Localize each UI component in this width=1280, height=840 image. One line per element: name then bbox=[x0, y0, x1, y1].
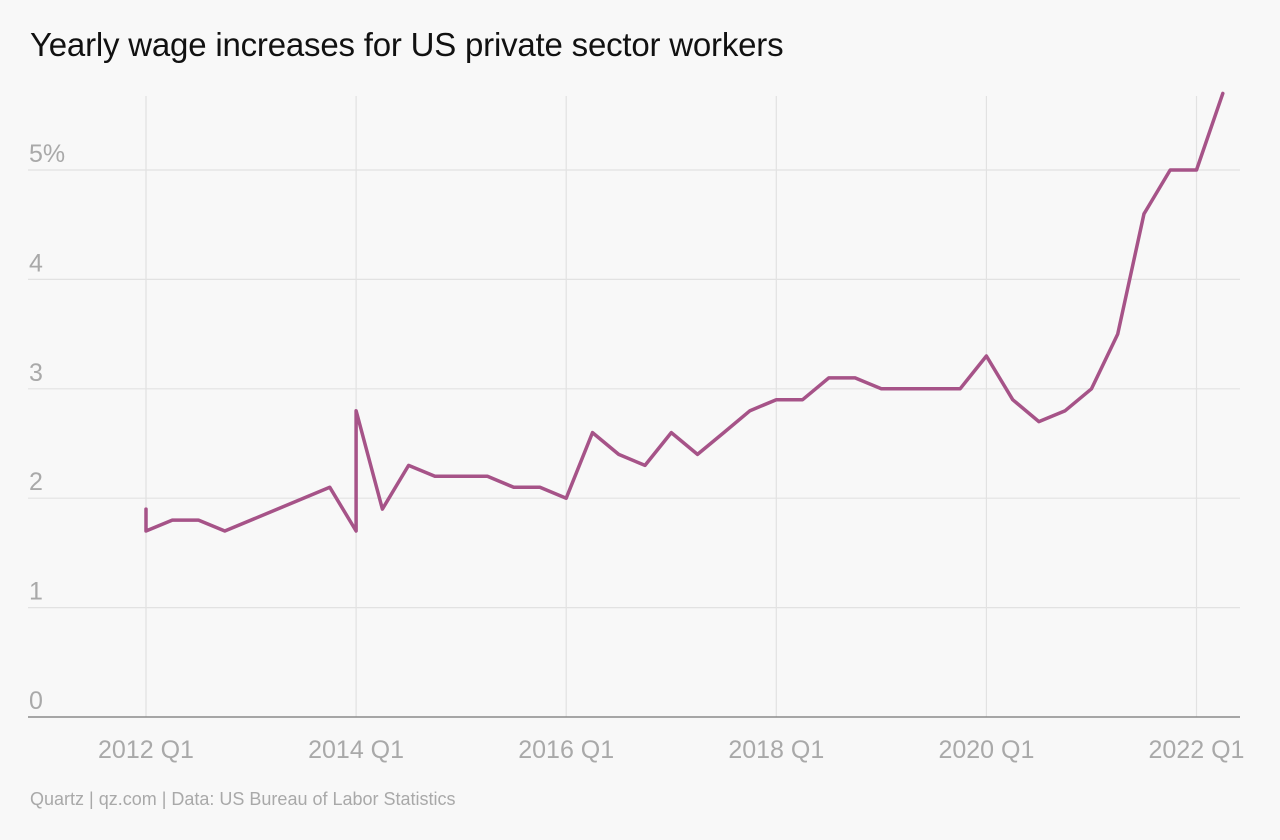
x-tick-label: 2018 Q1 bbox=[728, 736, 824, 764]
series-group bbox=[144, 91, 1225, 533]
y-axis-labels: 0 1 2 3 4 5% bbox=[29, 140, 65, 715]
series-line bbox=[144, 91, 1225, 533]
x-tick-label: 2016 Q1 bbox=[518, 736, 614, 764]
x-gridlines bbox=[145, 96, 1198, 717]
x-axis-labels: 2012 Q1 2014 Q1 2016 Q1 2018 Q1 2020 Q1 2022 … bbox=[98, 736, 1244, 764]
source-credit: Quartz | qz.com | Data: US Bureau of Lab… bbox=[30, 789, 456, 809]
x-tick-label: 2014 Q1 bbox=[308, 736, 404, 764]
chart-title: Yearly wage increases for US private sec… bbox=[30, 26, 784, 63]
y-tick-label: 3 bbox=[29, 359, 43, 387]
x-tick-label: 2012 Q1 bbox=[98, 736, 194, 764]
y-tick-label: 2 bbox=[29, 468, 43, 496]
y-tick-label: 4 bbox=[29, 249, 43, 277]
y-tick-label: 1 bbox=[29, 578, 43, 606]
y-tick-label: 0 bbox=[29, 687, 43, 715]
x-tick-label: 2020 Q1 bbox=[938, 736, 1034, 764]
y-tick-label: 5% bbox=[29, 140, 65, 168]
y-gridlines bbox=[28, 169, 1240, 609]
x-tick-label: 2022 Q1 bbox=[1149, 736, 1245, 764]
